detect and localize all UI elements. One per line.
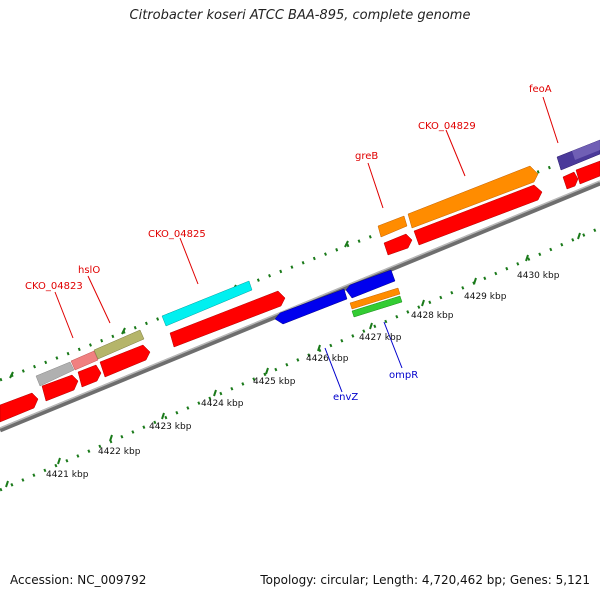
gene-envz-feature[interactable] [274,288,348,325]
genome-summary-text: Topology: circular; Length: 4,720,462 bp… [260,573,590,587]
scale-labels: 4421 kbp 4422 kbp 4423 kbp 4424 kbp 4425… [46,271,560,480]
gene-hslo-feature[interactable] [70,350,99,371]
gene-greb-feature[interactable] [377,215,408,238]
gene-ompr-green-feature[interactable] [351,295,403,318]
scale-label-4424: 4424 kbp [201,399,244,409]
cds-track-upper [0,160,600,423]
olive-feature[interactable] [93,329,145,360]
label-envz[interactable]: envZ [333,392,358,403]
gene-ompr-feature[interactable] [349,287,401,310]
scale-label-4427: 4427 kbp [359,333,402,343]
scale-label-4426: 4426 kbp [306,354,349,364]
label-ompr[interactable]: ompR [389,370,418,381]
gene-ompr-blue-feature[interactable] [345,269,396,299]
scale-major-ticks [5,232,581,488]
scale-label-4428: 4428 kbp [411,311,454,321]
scale-label-4422: 4422 kbp [98,447,141,457]
label-cko04823[interactable]: CKO_04823 [25,281,83,292]
scale-label-4425: 4425 kbp [253,377,296,387]
accession-text: Accession: NC_009792 [10,573,147,587]
label-hslo[interactable]: hslO [78,265,100,276]
label-greb[interactable]: greB [355,151,378,162]
label-feoa[interactable]: feoA [529,84,552,95]
scale-dotted-track [0,226,600,492]
scale-label-4421: 4421 kbp [46,470,89,480]
scale-label-4423: 4423 kbp [149,422,192,432]
label-cko04829[interactable]: CKO_04829 [418,121,476,132]
label-cko04825[interactable]: CKO_04825 [148,229,206,240]
scale-label-4429: 4429 kbp [464,292,507,302]
gene-cko04823-feature[interactable] [35,361,75,387]
gene-cko04825-feature[interactable] [161,280,253,327]
label-leaders [54,96,559,393]
gene-cko04829-feature[interactable] [407,165,539,229]
map-title: Citrobacter koseri ATCC BAA-895, complet… [129,8,471,23]
scale-label-4430: 4430 kbp [517,271,560,281]
